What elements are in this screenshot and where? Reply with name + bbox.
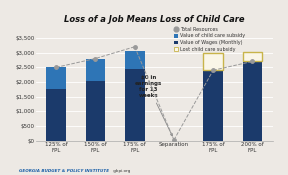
Bar <box>203 70 223 141</box>
Bar <box>125 51 145 69</box>
Title: Loss of a Job Means Loss of Child Care: Loss of a Job Means Loss of Child Care <box>64 15 245 24</box>
Bar <box>86 58 105 80</box>
Bar <box>86 80 105 141</box>
Text: $0 in
earnings
for 13
weeks: $0 in earnings for 13 weeks <box>135 75 172 136</box>
Text: gbpi.org: gbpi.org <box>112 169 130 173</box>
Bar <box>125 69 145 141</box>
Bar <box>242 61 262 141</box>
Text: GEORGIA BUDGET & POLICY INSTITUTE: GEORGIA BUDGET & POLICY INSTITUTE <box>19 169 109 173</box>
Bar <box>242 52 262 61</box>
Legend: Total Resources, Value of child care subsidy, Value of Wages (Monthly), Lost chi: Total Resources, Value of child care sub… <box>173 26 246 52</box>
Bar <box>203 53 223 70</box>
Bar <box>46 89 66 141</box>
Bar <box>46 67 66 89</box>
